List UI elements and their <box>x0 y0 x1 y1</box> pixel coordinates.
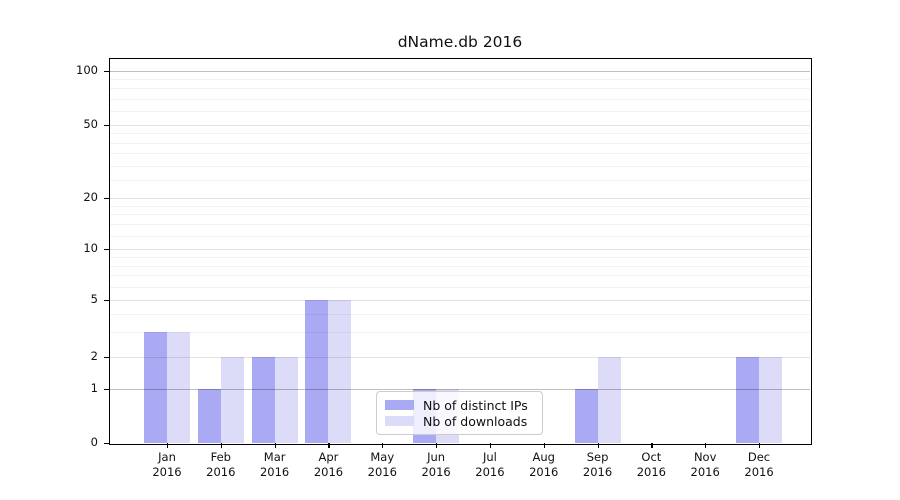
x-tick <box>328 443 330 448</box>
bar-downloads-apr <box>328 300 352 443</box>
plot-area: Nb of distinct IPs Nb of downloads <box>108 57 812 445</box>
y-tick-label: 50 <box>83 117 98 132</box>
x-tick <box>220 443 222 448</box>
legend-swatch-downloads <box>385 416 414 426</box>
legend-row: Nb of downloads <box>385 413 534 429</box>
legend-label-distinct-ips: Nb of distinct IPs <box>423 397 528 413</box>
bars-layer <box>110 59 810 443</box>
y-tick-label: 0 <box>90 435 98 449</box>
y-tick <box>104 70 110 73</box>
y-tick <box>104 356 110 359</box>
x-tick-label: Dec 2016 <box>744 450 774 479</box>
bar-distinct-ips-jan <box>144 331 167 443</box>
x-tick <box>274 443 276 448</box>
y-tick <box>104 443 110 445</box>
x-tick-label: Mar 2016 <box>259 450 290 479</box>
bar-downloads-feb <box>220 356 244 443</box>
legend-row: Nb of distinct IPs <box>385 397 534 413</box>
bar-downloads-mar <box>274 356 298 443</box>
bar-distinct-ips-apr <box>305 300 329 443</box>
x-tick <box>759 443 761 448</box>
x-tick <box>382 443 384 448</box>
bar-distinct-ips-sep <box>574 388 598 443</box>
y-tick <box>104 300 110 302</box>
y-tick-label: 100 <box>76 62 98 77</box>
x-tick-label: May 2016 <box>367 450 397 479</box>
x-tick <box>436 443 438 448</box>
x-tick-label: Sep 2016 <box>582 450 613 479</box>
x-tick-label: Jan 2016 <box>152 450 182 479</box>
x-tick <box>705 443 707 448</box>
y-tick <box>104 198 110 200</box>
y-tick-label: 20 <box>83 190 98 204</box>
x-tick <box>597 443 599 448</box>
x-tick-label: Jun 2016 <box>421 450 451 479</box>
y-tick-label: 5 <box>90 292 98 307</box>
x-tick-label: Oct 2016 <box>636 450 667 479</box>
bar-downloads-sep <box>597 356 621 443</box>
y-tick-label: 2 <box>90 348 98 363</box>
y-tick <box>104 249 110 251</box>
bar-distinct-ips-feb <box>197 388 221 443</box>
x-tick-label: Jul 2016 <box>475 450 505 479</box>
y-tick-label: 1 <box>90 380 98 395</box>
y-tick-label: 10 <box>83 241 98 256</box>
x-tick-label: Feb 2016 <box>206 450 236 479</box>
x-tick <box>651 443 653 448</box>
x-tick <box>489 443 492 448</box>
y-tick <box>104 125 110 127</box>
x-tick <box>543 443 545 448</box>
chart-title: dName.db 2016 <box>397 33 523 51</box>
bar-downloads-dec <box>759 356 783 443</box>
x-tick <box>167 443 169 448</box>
legend-swatch-distinct-ips <box>385 400 414 410</box>
legend: Nb of distinct IPs Nb of downloads <box>376 391 543 435</box>
legend-label-downloads: Nb of downloads <box>423 413 528 429</box>
x-tick-label: Nov 2016 <box>690 450 720 479</box>
bar-downloads-jan <box>167 331 190 443</box>
x-tick-label: Aug 2016 <box>529 450 559 479</box>
y-tick <box>104 388 110 391</box>
bar-distinct-ips-dec <box>736 356 760 443</box>
bar-distinct-ips-mar <box>251 356 275 443</box>
x-tick-label: Apr 2016 <box>313 450 344 479</box>
